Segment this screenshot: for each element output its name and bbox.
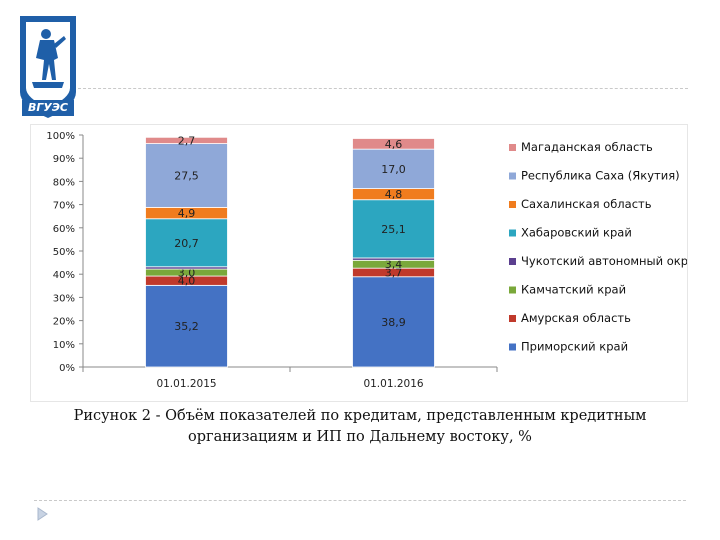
legend-swatch [509, 172, 516, 180]
y-tick-label: 90% [53, 154, 75, 165]
bar-segment [352, 199, 435, 259]
legend-swatch [509, 229, 516, 237]
caption-line-2: организациям и ИП по Дальнему востоку, % [188, 429, 532, 445]
legend-swatch [509, 286, 516, 294]
bar-segment [352, 276, 435, 368]
caption-line-1: Рисунок 2 - Объём показателей по кредита… [73, 408, 647, 424]
legend-label: Хабаровский край [521, 226, 632, 240]
header-divider [78, 88, 688, 89]
x-category-label: 01.01.2016 [363, 378, 423, 390]
data-label: 2,7 [178, 134, 196, 147]
data-label: 17,0 [381, 163, 406, 176]
data-label: 38,9 [381, 316, 406, 329]
bar-segment [352, 148, 435, 189]
legend-swatch [509, 343, 516, 351]
data-label: 27,5 [174, 169, 199, 182]
data-label: 3,4 [385, 258, 403, 271]
bar-segment [145, 143, 228, 208]
data-label: 4,9 [178, 207, 196, 220]
legend-swatch [509, 258, 516, 265]
x-category-label: 01.01.2015 [156, 378, 216, 390]
data-label: 3,7 [385, 266, 403, 279]
y-tick-label: 30% [53, 293, 75, 304]
y-tick-label: 60% [53, 224, 75, 235]
legend-label: Магаданская область [521, 140, 653, 154]
legend-label: Камчатский край [521, 283, 626, 297]
data-label: 4,0 [178, 275, 196, 288]
data-label: 3,0 [178, 267, 196, 280]
y-tick-label: 10% [53, 340, 75, 351]
stacked-bar-chart: 0% 10% 20% 30% 40% 50% 60% 70% 80% 90% 100% 35,2 4,0… [46, 131, 687, 390]
data-label: 4,8 [385, 188, 403, 201]
data-label: 4,6 [385, 138, 403, 151]
logo-text: ВГУЭС [27, 101, 69, 114]
y-tick-label: 70% [53, 201, 75, 212]
legend-label: Республика Саха (Якутия) [521, 169, 680, 183]
logo-emblem-icon [20, 16, 76, 118]
legend-label: Чукотский автономный округ [521, 254, 687, 268]
figure-caption: Рисунок 2 - Объём показателей по кредита… [30, 406, 690, 448]
y-tick-label: 100% [46, 131, 75, 142]
bar-segment [145, 136, 228, 144]
legend-swatch [509, 315, 516, 322]
next-slide-arrow-icon[interactable] [36, 507, 48, 521]
y-tick-label: 20% [53, 317, 75, 328]
y-tick-label: 0% [59, 363, 75, 374]
bar-segment [352, 138, 435, 150]
university-logo: ВГУЭС [18, 14, 78, 124]
legend-swatch [509, 144, 516, 151]
chart-container: 0% 10% 20% 30% 40% 50% 60% 70% 80% 90% 100% 35,2 4,0… [30, 124, 688, 402]
y-tick-label: 40% [53, 270, 75, 281]
data-label: 35,2 [174, 320, 199, 333]
legend-swatch [509, 201, 516, 208]
bar-segment [145, 218, 228, 268]
y-tick-label: 80% [53, 177, 75, 188]
legend-label: Амурская область [521, 311, 631, 325]
data-label: 20,7 [174, 237, 199, 250]
data-label: 25,1 [381, 223, 406, 236]
legend-label: Сахалинская область [521, 197, 652, 211]
y-tick-label: 50% [53, 247, 75, 258]
legend-label: Приморский край [521, 340, 628, 354]
footer-divider [34, 500, 686, 501]
